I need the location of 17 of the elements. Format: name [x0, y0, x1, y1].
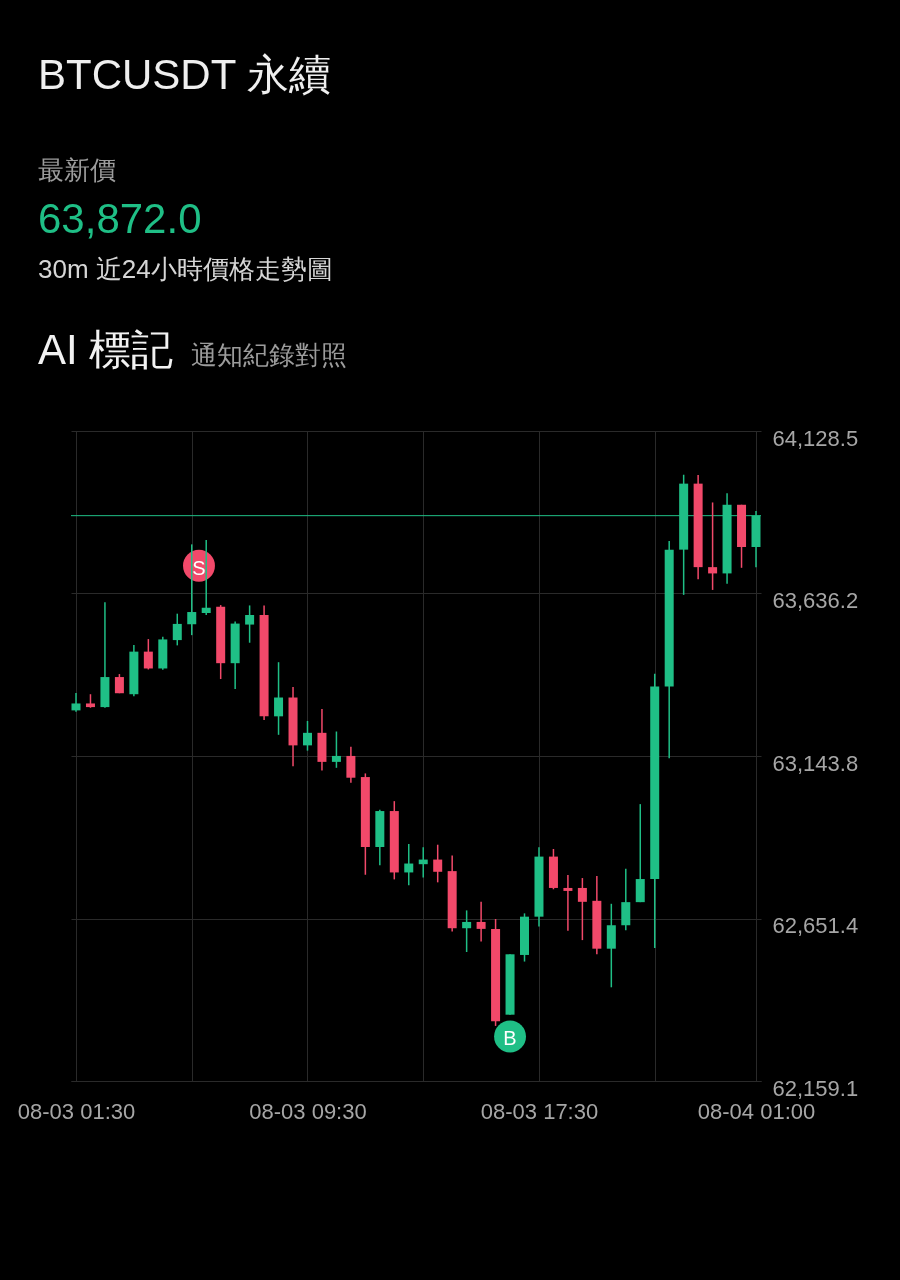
- chart-title: BTCUSDT 永續: [38, 50, 332, 100]
- x-tick-label: 08-04 01:00: [697, 1098, 816, 1124]
- y-tick-label: 63,636.2: [772, 587, 859, 613]
- x-tick-label: 08-03 01:30: [17, 1098, 136, 1124]
- y-tick-label: 62,651.4: [772, 913, 859, 939]
- annotation: B: [503, 1027, 517, 1050]
- text: 最新價: [38, 155, 116, 187]
- text: 63,872.0: [38, 194, 202, 244]
- x-tick-label: 08-03 17:30: [480, 1098, 599, 1124]
- text: AI 標記: [38, 325, 174, 375]
- text: 通知紀錄對照: [191, 340, 348, 372]
- y-tick-label: 62,159.1: [772, 1075, 859, 1101]
- y-tick-label: 64,128.5: [772, 425, 859, 451]
- annotation: S: [192, 556, 206, 579]
- y-tick-label: 63,143.8: [772, 750, 859, 776]
- chart-subtitle: 30m 近24小時價格走勢圖: [38, 254, 333, 286]
- x-tick-label: 08-03 09:30: [249, 1098, 367, 1124]
